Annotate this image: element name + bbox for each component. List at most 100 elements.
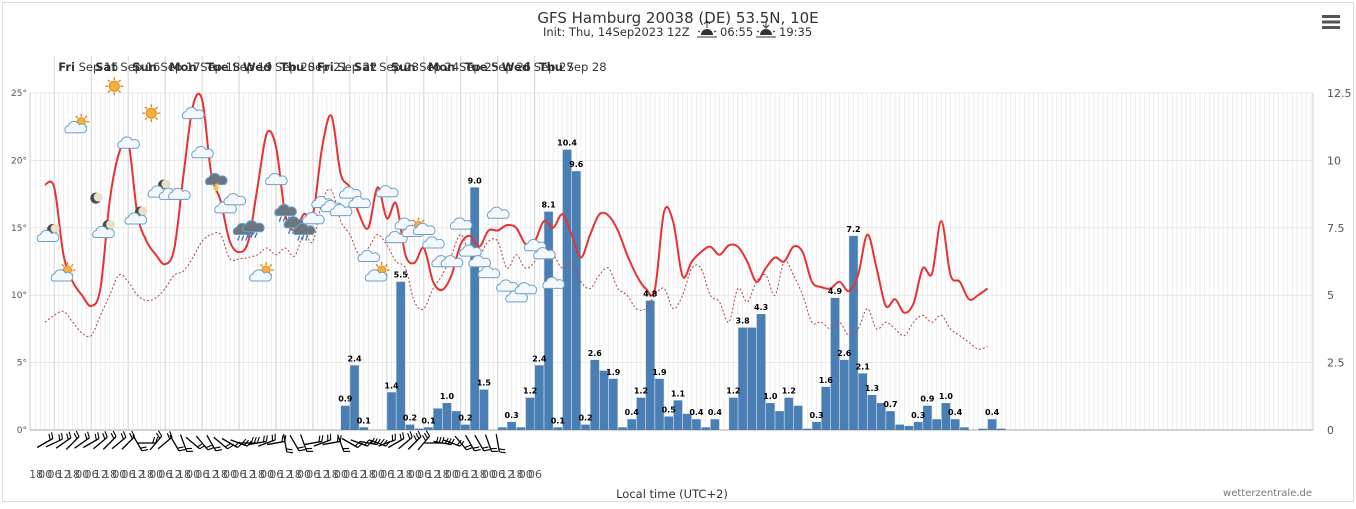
cloud-icon [265,172,288,186]
wind-feather [271,434,273,441]
cloud-icon [329,203,353,217]
wind-feather [152,436,156,444]
wind-feather [50,432,54,439]
cloud-icon [191,146,214,159]
wind-barb [169,434,186,452]
cloud-shape [242,220,265,233]
precip-bar [498,427,507,430]
wind-shaft [454,435,468,451]
hour-tick: 06 [48,468,62,481]
wind-feather [84,433,88,440]
precip-bar [636,397,646,430]
wind-feather [402,432,405,439]
precip-bar [599,370,609,430]
wind-feather [48,433,51,441]
x-axis-label: Local time (UTC+2) [616,487,728,501]
moon-light [161,179,171,189]
wind-feather [306,450,314,453]
hour-tick: 18 [177,468,191,481]
precip-bar [960,427,969,430]
wind-barb [313,433,332,447]
cloud-shape [50,269,74,282]
day-label-date: Sep 22 [334,60,378,74]
wind-feather [265,435,268,442]
bar-value-label: 7.2 [846,225,860,234]
wind-feather [327,434,329,441]
precip-bar [747,327,757,430]
wind-feather [321,435,324,442]
bar-value-label: 1.0 [763,392,778,401]
wind-shaft [417,435,431,451]
bar-value-label: 0.1 [551,416,566,425]
bar-value-label: 2.4 [347,354,362,363]
wind-feather [87,431,90,438]
sun-ray [384,263,388,267]
precip-bar [433,408,443,430]
cloud-icon [302,212,325,225]
sun-cloud-icon [364,262,390,282]
y-right-tick: 7.5 [1327,222,1345,235]
day-label-weekday: Sun [132,60,157,74]
day-label: Sat Sep 23 [354,60,419,74]
wind-feather [305,447,313,450]
precip-bar [950,419,960,430]
precip-bar [340,405,350,430]
wind-feather [298,448,306,452]
moon-cloud-icon [124,206,148,225]
hour-tick: 18 [288,468,302,481]
wind-feather [112,430,117,437]
bar-value-label: 1.2 [782,387,796,396]
precip-bar [876,403,886,430]
day-label-date: Sep 19 [229,60,273,74]
wind-feather [122,431,127,438]
wind-shaft [93,436,108,450]
y-left-tick: 10° [11,291,27,301]
wind-feather [472,446,480,449]
wind-shaft [230,439,248,447]
precip-bar [830,297,840,430]
cloud-icon [223,193,247,206]
rain-drop [250,232,254,239]
cloud-shape [168,187,191,200]
bar-value-label: 0.9 [338,395,353,404]
day-label-weekday: Tue [465,60,488,74]
wind-barbs [36,430,506,454]
sun-ray [155,106,159,110]
bar-value-label: 0.7 [883,400,897,409]
moon-light [106,220,116,229]
bar-value-label: 1.9 [652,368,667,377]
wind-feather [140,446,147,449]
sun-ray [107,90,111,94]
bar-value-label: 0.1 [357,416,372,425]
sun-disc [108,80,120,92]
precip-bar [802,428,812,430]
day-label-date: Sep 28 [563,60,607,74]
bar-value-label: 1.4 [384,381,399,390]
hamburger-menu-icon[interactable] [1322,15,1340,29]
hour-tick: 00 [445,468,459,481]
precip-bar [756,314,766,430]
wind-barb [387,432,405,449]
precip-bar [645,300,655,430]
y-left-tick: 15° [11,224,27,234]
bar-value-label: 1.0 [939,392,954,401]
day-label-weekday: Wed [502,60,530,74]
precip-bar [442,403,452,430]
bar-value-label: 9.6 [569,160,584,169]
wind-feather [499,451,506,454]
cloud-icon [339,186,362,199]
precip-bar [904,425,914,430]
wind-shaft [359,440,378,446]
hour-tick: 00 [149,468,163,481]
cloud-shape [449,217,473,230]
cloud-shape [533,247,556,260]
precip-bar [729,397,738,430]
wind-feather [129,432,133,440]
day-label: Sun Sep 24 [391,60,459,74]
cloud-shape [274,203,297,217]
hour-tick: 12 [57,468,71,481]
precip-bar [849,235,858,430]
cloud-icon [181,106,205,120]
hour-tick: 18 [325,468,339,481]
cloud-icon [542,276,565,289]
